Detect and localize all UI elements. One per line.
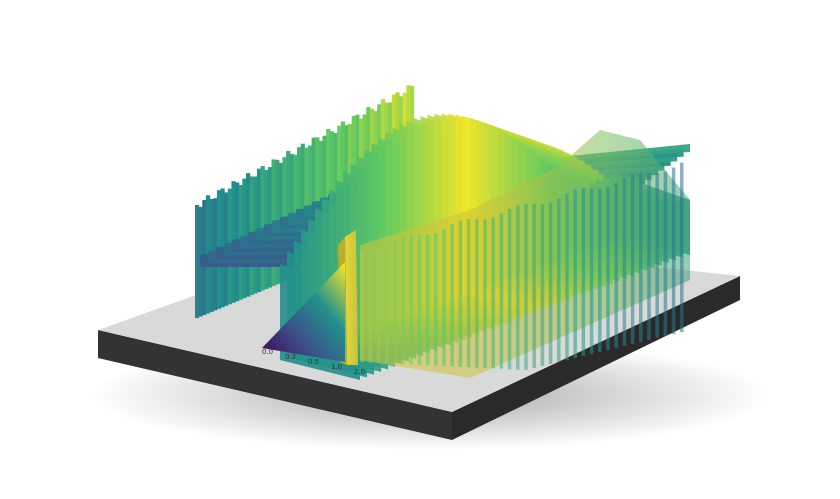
board-front-edge [98,330,452,440]
yellow-slab [345,230,358,365]
tick-label: 0.2 [285,353,296,361]
tick-label: 0.0 [262,348,273,356]
surface-mesh [195,85,690,380]
tick-label: 0.5 [308,358,319,366]
wall-bar [195,205,200,318]
tick-label: 1.0 [331,363,342,371]
tick-label: 2.0 [354,368,365,376]
bottom-edge-ticks: 0.0 0.2 0.5 1.0 2.0 [262,348,365,376]
board-right-edge [452,276,740,440]
gradient-wedge [262,262,345,362]
